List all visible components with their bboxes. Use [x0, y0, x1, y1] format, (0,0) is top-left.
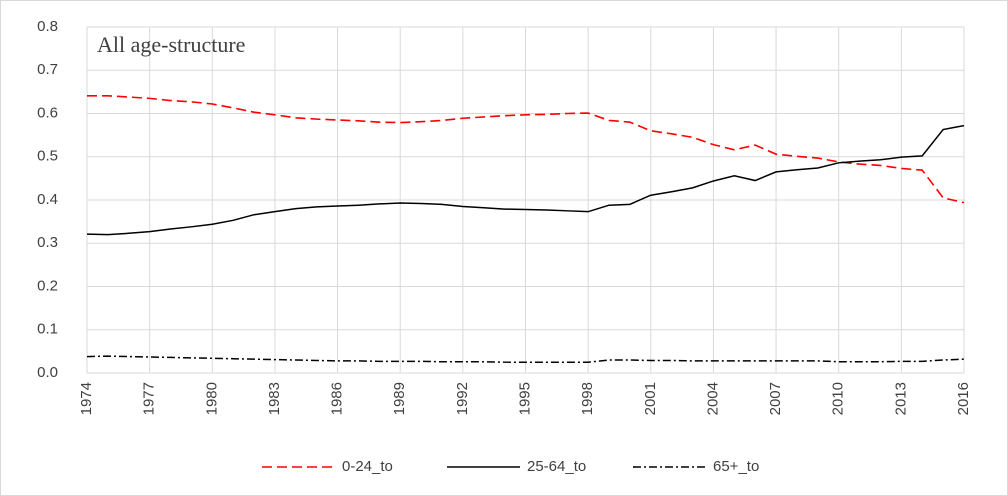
y-tick-label: 0.0 [37, 364, 58, 381]
x-tick-label: 2001 [642, 382, 659, 415]
x-tick-label: 1974 [78, 382, 95, 415]
legend-label: 65+_to [713, 458, 759, 475]
x-tick-label: 1980 [203, 382, 220, 415]
x-tick-label: 2016 [955, 382, 972, 415]
x-tick-label: 1983 [266, 382, 283, 415]
x-tick-label: 2010 [830, 382, 847, 415]
x-tick-label: 1986 [329, 382, 346, 415]
series-line [86, 355, 965, 363]
legend-label: 0-24_to [342, 458, 393, 475]
x-tick-label: 2004 [704, 382, 721, 415]
series-line [87, 94, 965, 204]
x-tick-label: 2007 [767, 382, 784, 415]
y-tick-label: 0.5 [37, 148, 58, 165]
series-line [86, 124, 965, 236]
x-tick-label: 1992 [454, 382, 471, 415]
y-tick-label: 0.4 [37, 191, 58, 208]
y-tick-label: 0.8 [37, 18, 58, 35]
annotation: All age-structure [97, 32, 245, 57]
y-tick-label: 0.1 [37, 321, 58, 338]
x-tick-label: 1989 [391, 382, 408, 415]
x-tick-label: 1998 [579, 382, 596, 415]
y-tick-label: 0.2 [37, 277, 58, 294]
y-tick-label: 0.3 [37, 234, 58, 251]
x-tick-label: 1977 [141, 382, 158, 415]
legend-label: 25-64_to [527, 458, 586, 475]
x-tick-label: 2013 [892, 382, 909, 415]
y-tick-label: 0.6 [37, 104, 58, 121]
x-tick-label: 1995 [516, 382, 533, 415]
y-tick-label: 0.7 [37, 61, 58, 78]
